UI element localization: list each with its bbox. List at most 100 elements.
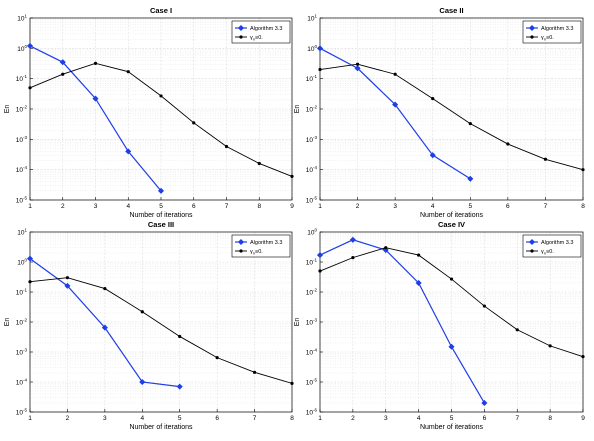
data-point [384,246,388,250]
x-axis-label: Number of iterations [420,424,484,431]
legend-marker [528,24,536,32]
grid [29,232,293,413]
x-tick-label: 2 [61,203,65,210]
data-point [257,161,261,166]
x-tick-label: 5 [159,203,163,210]
x-tick-label: 7 [253,415,257,422]
x-tick-label: 2 [66,415,70,422]
data-point [126,70,130,74]
x-tick-label: 6 [215,415,219,422]
legend-label: Algorithm 3.3 [541,26,573,32]
data-point [354,65,361,72]
y-tick-label: 10-2 [16,105,28,114]
y-axis-label: En [294,105,301,114]
y-tick-label: 10-3 [306,318,318,327]
x-tick-label: 8 [548,415,552,422]
x-tick-label: 8 [257,203,261,210]
series-algorithm [26,42,165,194]
legend-marker [239,35,243,39]
data-point [157,187,165,194]
y-tick-label: 10-3 [16,135,28,144]
legend-marker [237,24,245,32]
x-tick-label: 5 [450,415,454,422]
data-point [215,356,219,360]
y-tick-label: 100 [17,258,27,267]
x-tick-label: 3 [94,203,98,210]
x-tick-label: 7 [515,415,519,422]
legend-label: Algorithm 3.3 [250,26,282,32]
x-tick-label: 3 [393,203,397,210]
data-point [393,72,397,76]
chart-panel-4: 1 2 3 4 5 6 7 8 9 100 10-1 10-2 10-3 10-4 10-5 10-6 Case… [294,220,585,431]
data-point [448,343,455,350]
series-gamma [28,276,294,385]
x-tick-label: 1 [318,415,322,422]
data-point [125,148,132,155]
legend: Algorithm 3.3 γn≡0. [522,20,582,44]
data-point [290,381,294,385]
y-tick-label: 10-5 [16,196,28,205]
y-tick-label: 100 [307,228,317,237]
chart-title: Case II [439,6,463,15]
data-point [349,236,356,243]
legend-label: Algorithm 3.3 [541,240,573,246]
series-gamma [318,246,585,359]
y-tick-label: 100 [17,44,27,53]
x-tick-label: 1 [28,203,32,210]
legend-label: γn≡0. [250,249,263,256]
data-point [467,175,474,182]
x-tick-label: 9 [290,203,294,210]
data-point [431,97,435,101]
y-axis-label: En [294,318,301,327]
legend-marker [530,35,534,39]
data-point [429,152,436,159]
x-axis-label: Number of iterations [420,212,484,219]
y-tick-label: 10-1 [306,74,318,83]
data-point [318,269,322,273]
data-point [103,286,107,291]
legend-box [522,20,582,44]
y-tick-label: 10-5 [16,408,28,417]
x-tick-label: 3 [103,415,107,422]
chart-panel-3: 1 2 3 4 5 6 7 8 101 100 10-1 10-2 10-3 10-4 10-5 Case I… [4,220,294,431]
data-point [581,168,585,172]
x-tick-label: 7 [225,203,229,210]
legend-marker [530,249,534,253]
x-tick-label: 4 [431,203,435,210]
x-tick-label: 1 [28,415,32,422]
data-point [176,383,183,390]
legend-box [231,234,291,258]
x-tick-label: 6 [483,415,487,422]
legend-label: γn≡0. [250,35,263,42]
chart-title: Case I [150,6,172,15]
data-point [449,277,454,281]
x-tick-label: 4 [126,203,130,210]
data-point [548,344,552,348]
legend-box [231,20,291,44]
y-tick-label: 10-5 [306,378,318,387]
data-point [506,142,510,146]
series-algorithm [26,255,183,390]
data-point [28,280,32,284]
y-tick-label: 10-3 [16,348,28,357]
y-tick-label: 10-1 [16,288,28,297]
data-point [59,59,66,66]
x-tick-label: 5 [468,203,472,210]
x-tick-label: 9 [581,415,585,422]
y-tick-label: 10-2 [16,318,28,327]
data-point [515,328,519,332]
y-axis-label: En [4,105,11,114]
y-tick-label: 10-1 [306,258,318,267]
data-point [64,282,71,289]
y-tick-label: 10-4 [16,378,28,387]
x-axis-label: Number of iterations [129,212,193,219]
x-tick-label: 2 [356,203,360,210]
x-tick-label: 3 [384,415,388,422]
data-point [252,370,257,374]
y-tick-label: 10-3 [306,135,318,144]
data-point [224,144,229,149]
data-point [26,42,34,49]
chart-panel-2: 1 2 3 4 5 6 7 8 101 100 10-1 10-2 10-3 10-4 10-5 Case I… [294,6,585,219]
legend-marker [528,238,536,246]
